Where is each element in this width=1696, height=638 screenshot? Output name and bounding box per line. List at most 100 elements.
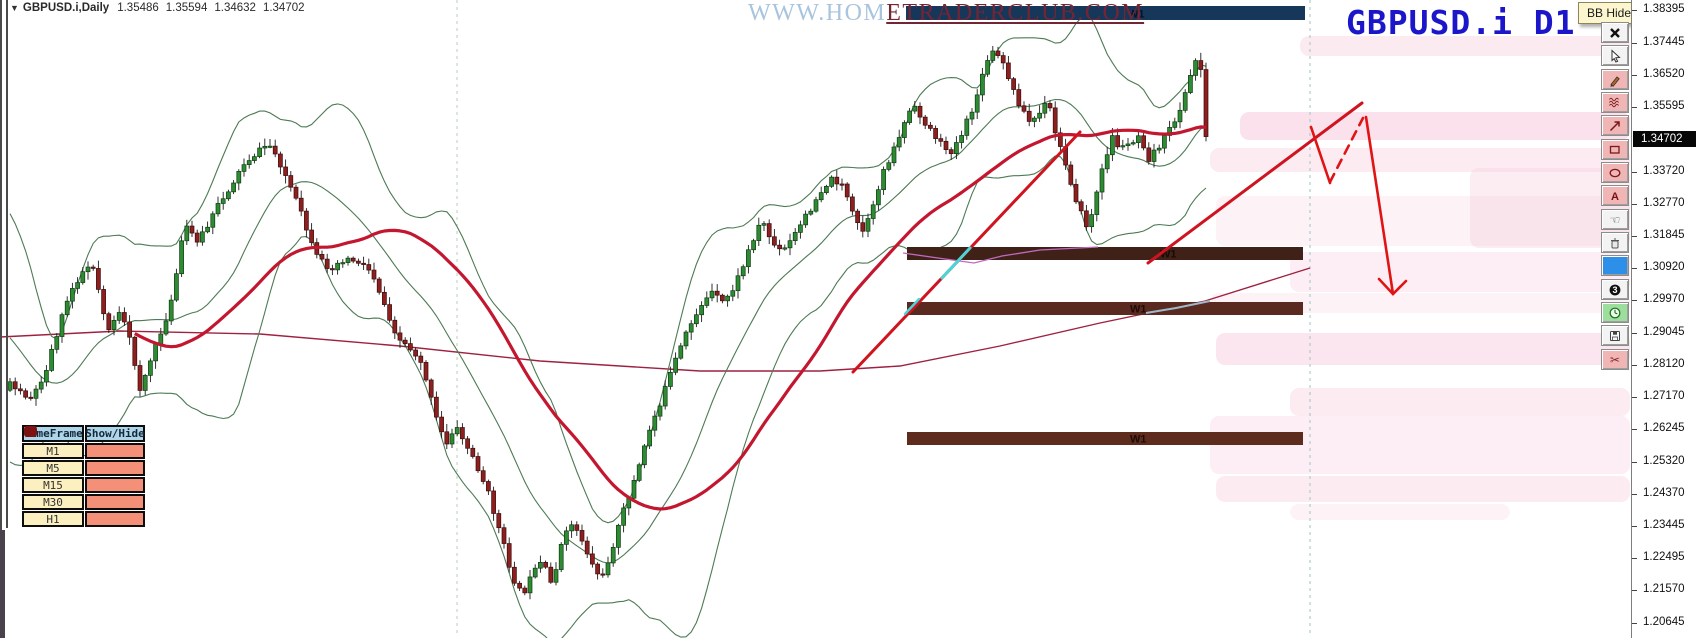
axis-tick: [1632, 526, 1637, 527]
showhide-m30-button[interactable]: [85, 494, 145, 510]
axis-tick: [1632, 494, 1637, 495]
pullback-rise-dashed-line[interactable]: [1328, 116, 1365, 184]
supply-demand-zone[interactable]: [906, 6, 1305, 20]
pullback-drop-line[interactable]: [1309, 125, 1332, 185]
violet-ma-line: [902, 246, 1099, 264]
timeframe-m5-label[interactable]: M5: [22, 460, 84, 476]
price-label: 1.24370: [1643, 487, 1685, 499]
slow-ma-line: [0, 267, 1311, 372]
axis-tick: [1632, 365, 1637, 366]
symbol-timeframe-label: GBPUSD.i D1: [1346, 3, 1576, 42]
watermark-part2: ETRADERCLUB.COM: [886, 0, 1145, 26]
trend-arrow-button[interactable]: [1601, 115, 1629, 136]
ellipse-icon: [1609, 168, 1621, 177]
price-label: 1.25320: [1643, 455, 1685, 467]
save-button[interactable]: [1601, 325, 1629, 346]
showhide-m1-button[interactable]: [85, 443, 145, 459]
close-button[interactable]: [1601, 22, 1629, 43]
bb-lower-band: [9, 155, 1207, 638]
cyan-highlight-segment[interactable]: [940, 246, 972, 280]
price-label: 1.31845: [1643, 229, 1685, 241]
volume-profile-blob: [1290, 252, 1630, 292]
close-icon: [1610, 27, 1620, 38]
zone-label: W1: [1160, 249, 1177, 261]
showhide-h1-button[interactable]: [85, 511, 145, 527]
scissors-button[interactable]: ✂: [1601, 349, 1629, 370]
trendline-up-b[interactable]: [1146, 101, 1364, 265]
price-label: 1.20645: [1643, 616, 1685, 628]
rectangle-icon: [1609, 145, 1620, 154]
chevron-down-icon: ▼: [10, 3, 19, 13]
fill-color-button[interactable]: [1601, 255, 1629, 276]
zone-label: W1: [1130, 434, 1147, 446]
price-label: 1.23445: [1643, 519, 1685, 531]
price-label: 1.35595: [1643, 100, 1685, 112]
axis-tick: [1632, 75, 1637, 76]
price-label: 1.33720: [1643, 165, 1685, 177]
volume-profile-blob: [1210, 293, 1630, 313]
volume-profile-blob: [1290, 504, 1510, 520]
price-label: 1.36520: [1643, 68, 1685, 80]
symbol-period-label: GBPUSD.i,Daily: [22, 2, 110, 14]
volume-profile-blob: [1300, 36, 1630, 56]
number-3-icon: 3: [1609, 284, 1621, 295]
chart-area[interactable]: W1 W1 W1 W1: [0, 0, 1630, 638]
volume-profile-blob: [1216, 196, 1630, 246]
axis-tick: [1632, 558, 1637, 559]
volume-profile-blob: [1240, 112, 1630, 140]
price-label: 1.27170: [1643, 390, 1685, 402]
cyan-highlight-segment[interactable]: [903, 297, 921, 316]
current-price-box: 1.34702: [1633, 131, 1696, 147]
scissors-icon: ✂: [1609, 352, 1621, 367]
high-value: 1.35594: [165, 2, 208, 14]
trash-button[interactable]: [1601, 232, 1629, 253]
volume-profile-blob: [1216, 476, 1630, 502]
supply-demand-zone[interactable]: [907, 432, 1303, 445]
price-axis[interactable]: 1.38395 1.37445 1.36520 1.35595 1.33720 1.327…: [1631, 0, 1696, 638]
bb-middle-band: [9, 98, 1207, 564]
clock-button[interactable]: [1601, 302, 1629, 323]
axis-tick: [1632, 333, 1637, 334]
axis-tick: [1632, 204, 1637, 205]
axis-tick: [1632, 590, 1637, 591]
hand-pointer-button[interactable]: ☜: [1601, 209, 1629, 230]
text-icon: A: [1611, 191, 1619, 203]
supply-demand-zone[interactable]: [907, 247, 1303, 260]
price-label: 1.30920: [1643, 261, 1685, 273]
fast-ma-thick-line: [134, 125, 1207, 511]
pencil-button[interactable]: [1601, 69, 1629, 90]
cursor-button[interactable]: [1601, 45, 1629, 66]
rectangle-button[interactable]: [1601, 139, 1629, 160]
timeframe-m1-label[interactable]: M1: [22, 443, 84, 459]
arrow-head: [1377, 277, 1408, 296]
zone-label: W1: [1130, 304, 1147, 316]
steel-trend-segment: [1145, 300, 1211, 314]
showhide-column-header: Show/Hide: [85, 425, 145, 442]
axis-tick: [1632, 429, 1637, 430]
timeframe-m15-label[interactable]: M15: [22, 477, 84, 493]
volume-profile-blob: [1290, 388, 1630, 416]
axis-tick: [1632, 43, 1637, 44]
price-label: 1.37445: [1643, 36, 1685, 48]
text-button[interactable]: A: [1601, 185, 1629, 206]
svg-text:A: A: [1611, 191, 1619, 203]
price-label: 1.22495: [1643, 551, 1685, 563]
waves-button[interactable]: [1601, 92, 1629, 113]
axis-tick: [1632, 397, 1637, 398]
watermark-part1: WWW.HOM: [748, 0, 887, 26]
ellipse-button[interactable]: [1601, 162, 1629, 183]
showhide-m15-button[interactable]: [85, 477, 145, 493]
showhide-m5-button[interactable]: [85, 460, 145, 476]
axis-tick: [1632, 236, 1637, 237]
low-value: 1.34632: [214, 2, 256, 14]
price-label: 1.29045: [1643, 326, 1685, 338]
axis-tick: [1632, 268, 1637, 269]
watermark: WWW.HOMETRADERCLUB.COM: [748, 0, 1144, 27]
timeframe-h1-label[interactable]: H1: [22, 511, 84, 527]
bb-hide-button[interactable]: BB Hide: [1578, 2, 1640, 24]
timeframe-m30-label[interactable]: M30: [22, 494, 84, 510]
supply-demand-zone[interactable]: [907, 302, 1303, 315]
projection-drop-arrow[interactable]: [1364, 115, 1395, 296]
number-3-button[interactable]: 3: [1601, 279, 1629, 300]
axis-tick: [1632, 107, 1637, 108]
